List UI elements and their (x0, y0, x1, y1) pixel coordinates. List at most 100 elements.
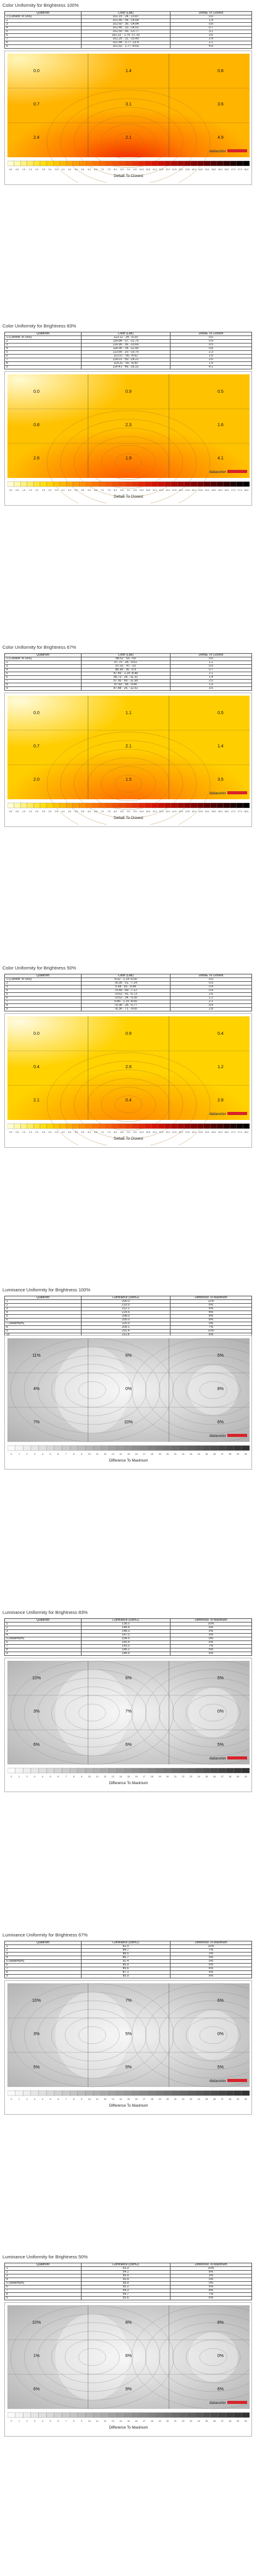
colorbar-cell (243, 1123, 250, 1129)
contour-line (101, 124, 156, 160)
colorbar-tick-label: 16.5 (224, 489, 229, 492)
colorbar-cell (46, 802, 54, 809)
colorbar-cell (92, 802, 99, 809)
contour-line (46, 89, 211, 183)
colorbar-cell (132, 1123, 139, 1129)
colorbar-cell (177, 1123, 185, 1129)
colorbar-cell (99, 1123, 106, 1129)
quadrant-value-label: 10% (124, 1420, 133, 1425)
uniformity-table: Quadrant Color (Lab) DeltaE To Closest 1 (C… (4, 974, 252, 1011)
contour-line (199, 2348, 227, 2366)
colorbar-tick-label: 22 (182, 2420, 185, 2422)
colorbar-cell (187, 1767, 195, 1774)
colorbar-cell (101, 1445, 109, 1451)
colorbar-cell (27, 481, 34, 487)
quadrant-value-label: 0.9 (125, 390, 132, 394)
colorbar-tick-label: 2.0 (35, 168, 38, 171)
colorbar-cell (62, 1445, 70, 1451)
colorbar-cell (70, 1767, 78, 1774)
color-uniformity-section: Color Uniformity for Brightness 83% Quadr… (0, 323, 278, 632)
table-cell: 3.5 (170, 686, 252, 691)
contour-line (172, 2009, 250, 2062)
contour-line (51, 1686, 133, 1739)
colorbar-tick-label: 17.5 (238, 489, 242, 492)
table-cell: 87.88 · 26. -12.51 (81, 686, 171, 691)
colorbar-cell (195, 1445, 203, 1451)
colorbar-cell (54, 2090, 62, 2096)
logo-bar (227, 470, 247, 473)
colorbar-cell (151, 802, 158, 809)
colorbar-tick-label: 7 (65, 2098, 67, 2101)
colorbar-tick-label: 17.0 (231, 1131, 235, 1134)
colorbar-tick-label: 24 (198, 2420, 200, 2422)
quadrant-value-label: 6% (125, 1676, 132, 1681)
colorbar-tick-label: 8.0 (114, 810, 117, 813)
colorbar-tick-label: 13 (112, 1453, 114, 1455)
colorbar-tick-label: 10.0 (140, 168, 144, 171)
colorbar-tick-label: 15 (127, 2420, 130, 2422)
colorbar-cell (132, 2090, 141, 2096)
colorbar-cell (30, 2090, 39, 2096)
section-title: Color Uniformity for Brightness 83% (2, 323, 77, 329)
colorbar-tick-label: 15.0 (205, 810, 209, 813)
colorbar-cell (171, 1445, 180, 1451)
colorbar-tick-label: 2.0 (35, 810, 38, 813)
quadrant-value-label: 1.2 (217, 1065, 224, 1069)
contour-line (131, 1983, 250, 2088)
quadrant-value-label: 1.4 (125, 69, 132, 73)
colorbar-tick-label: 11.5 (159, 810, 164, 813)
colorbar-cell (109, 2412, 117, 2418)
colorbar-cell (112, 802, 119, 809)
colorbar-tick-label: 11 (96, 1453, 99, 1455)
colorbar-tick-label: 26 (213, 1776, 216, 1778)
table-row: 9 85.9 6% (4, 1974, 252, 1978)
colorbar-cell (164, 481, 172, 487)
colorbar-tick-label: 5.0 (75, 1131, 78, 1134)
table-row: 1 53.3 10% (4, 2266, 252, 2271)
colorbar-cell (27, 160, 34, 167)
colorbar-tick-label: 10.5 (146, 489, 150, 492)
datacolor-logo: datacolor (209, 471, 227, 474)
colorbar-tick-label: 10.0 (140, 489, 144, 492)
colorbar-tick-label: 3.5 (55, 489, 58, 492)
colorbar-tick-label: 8.5 (120, 810, 124, 813)
quadrant-value-label: 6% (125, 2354, 132, 2358)
colorbar-cell (202, 2090, 211, 2096)
colorbar-cell (177, 481, 185, 487)
colorbar-cell (164, 1123, 172, 1129)
colorbar-tick-label: 12 (104, 2420, 106, 2422)
contour-line (87, 115, 170, 168)
colorbar-cell (218, 1445, 227, 1451)
colorbar-tick-label: 1 (19, 2098, 20, 2101)
colorbar-tick-label: 6 (57, 1453, 59, 1455)
colorbar-cell (218, 1767, 227, 1774)
colorbar-cell (242, 2412, 250, 2418)
colorbar-cell (7, 802, 14, 809)
table-cell: 114.41 · 46. -16.31 (81, 365, 171, 369)
colorbar-cell (210, 160, 217, 167)
bright-zone (55, 2314, 130, 2400)
table-header-row: Quadrant Color (Lab) DeltaE To Closest (4, 653, 252, 657)
colorbar-tick-label: 18 (151, 1453, 153, 1455)
colorbar-cell (85, 1445, 94, 1451)
colorbar-cell (46, 2090, 55, 2096)
colorbar-tick-label: 1 (19, 1776, 20, 1778)
colorbar-tick-label: 14.5 (198, 1131, 203, 1134)
colorbar-tick-label: 6 (57, 2420, 59, 2422)
colorbar-tick-label: 5 (50, 1453, 51, 1455)
colorbar-cell (101, 1767, 109, 1774)
colorbar-tick-label: 6.5 (95, 810, 98, 813)
quadrant-value-label: 7% (125, 1710, 132, 1714)
colorbar-tick-label: 15.5 (211, 168, 216, 171)
contour-line (74, 107, 183, 177)
quadrant-value-label: 8% (125, 2321, 132, 2325)
colorbar-cell (177, 802, 185, 809)
colorbar-tick-label: 28 (229, 2098, 231, 2101)
table-header-row: Quadrant Luminance (cd/m2) Difference To M… (4, 1618, 252, 1623)
colorbar-tick-label: 9 (81, 2098, 82, 2101)
quadrant-value-label: 2.1 (125, 136, 132, 140)
colorbar-tick-label: 7.0 (101, 489, 104, 492)
table-cell: 9 (4, 1007, 82, 1011)
colorbar-cell (242, 2090, 250, 2096)
